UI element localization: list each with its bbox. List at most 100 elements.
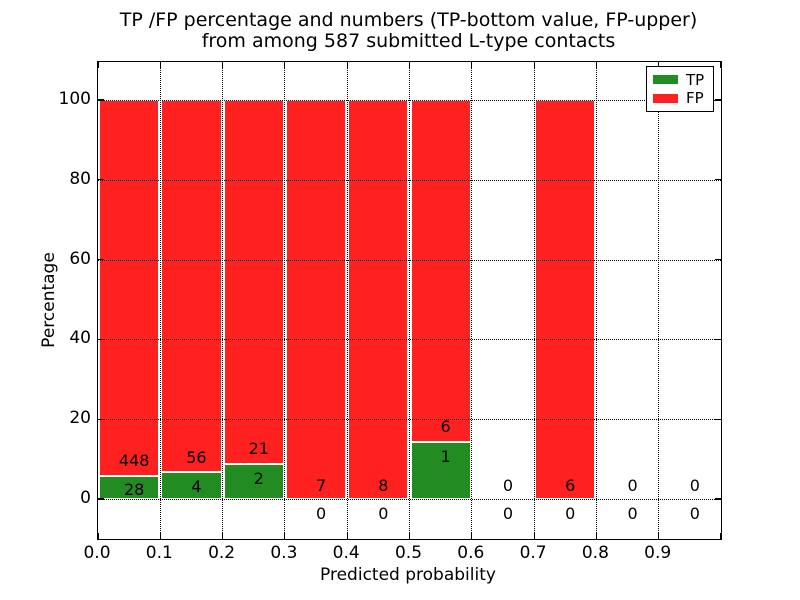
x-tick-mark bbox=[720, 62, 722, 68]
fp-count-label: 56 bbox=[186, 447, 207, 467]
x-tick-mark bbox=[222, 533, 224, 539]
x-tick-mark bbox=[97, 62, 99, 68]
x-tick-mark bbox=[284, 533, 286, 539]
legend-label: TP bbox=[686, 70, 705, 89]
x-tick-mark bbox=[346, 62, 348, 68]
x-tick-mark bbox=[658, 533, 660, 539]
x-tick-mark bbox=[471, 62, 473, 68]
bar-fp-segment bbox=[161, 100, 222, 473]
x-tick-label: 0.5 bbox=[394, 543, 423, 563]
legend-row: FP bbox=[653, 90, 707, 106]
bar-fp-segment bbox=[99, 100, 160, 476]
fp-count-label: 448 bbox=[118, 450, 150, 470]
gridline-vertical bbox=[533, 62, 535, 539]
y-tick-mark bbox=[98, 338, 104, 340]
y-tick-label: 60 bbox=[69, 248, 91, 269]
bar-fp-segment bbox=[410, 100, 471, 442]
gridline-vertical bbox=[222, 62, 224, 539]
gridline-vertical bbox=[471, 62, 473, 539]
legend-swatch-tp-icon bbox=[653, 75, 678, 85]
y-tick-label: 40 bbox=[69, 328, 91, 349]
bar-fp-segment bbox=[535, 100, 596, 499]
x-tick-mark bbox=[533, 62, 535, 68]
x-tick-mark bbox=[222, 62, 224, 68]
x-tick-label: 0.2 bbox=[208, 543, 236, 563]
x-tick-label: 0.9 bbox=[644, 543, 672, 563]
x-tick-label: 0.8 bbox=[581, 543, 609, 563]
x-tick-label: 0.1 bbox=[145, 543, 173, 563]
x-tick-mark bbox=[595, 533, 597, 539]
gridline-vertical bbox=[409, 62, 410, 539]
x-tick-mark bbox=[159, 533, 161, 539]
x-tick-mark bbox=[408, 533, 411, 539]
y-tick-mark bbox=[98, 418, 104, 420]
x-tick-mark bbox=[159, 62, 161, 68]
y-axis-label: Percentage bbox=[39, 252, 59, 348]
y-tick-mark bbox=[715, 498, 721, 500]
tp-count-label: 4 bbox=[191, 477, 202, 497]
tp-count-label: 28 bbox=[123, 480, 145, 500]
fp-count-label: 6 bbox=[565, 475, 576, 495]
gridline-vertical bbox=[159, 62, 161, 539]
legend: TP FP bbox=[646, 66, 714, 112]
y-tick-mark bbox=[98, 99, 104, 101]
gridline-vertical bbox=[346, 62, 348, 539]
x-tick-mark bbox=[471, 533, 473, 539]
tp-count-label: 0 bbox=[315, 503, 327, 523]
y-tick-mark bbox=[715, 179, 721, 181]
chart-title-line1: TP /FP percentage and numbers (TP-bottom… bbox=[119, 9, 698, 31]
chart-title: TP /FP percentage and numbers (TP-bottom… bbox=[97, 10, 720, 52]
gridline-vertical bbox=[284, 62, 286, 539]
x-tick-label: 0.6 bbox=[457, 543, 485, 563]
legend-row: TP bbox=[653, 72, 707, 88]
x-tick-mark bbox=[97, 533, 99, 539]
plot-area bbox=[97, 61, 722, 540]
tp-count-label: 0 bbox=[689, 503, 700, 523]
legend-swatch-fp-icon bbox=[653, 93, 678, 103]
x-axis-label: Predicted probability bbox=[320, 565, 496, 585]
bar-tp-segment bbox=[410, 442, 471, 499]
tp-count-label: 0 bbox=[502, 503, 514, 523]
y-tick-label: 100 bbox=[58, 89, 91, 109]
fp-count-label: 6 bbox=[440, 417, 451, 437]
tp-count-label: 0 bbox=[378, 503, 389, 523]
x-tick-mark bbox=[595, 62, 597, 68]
x-tick-mark bbox=[408, 62, 411, 68]
tp-count-label: 0 bbox=[627, 503, 638, 523]
x-tick-mark bbox=[533, 533, 535, 539]
tp-count-label: 1 bbox=[440, 446, 451, 466]
x-tick-mark bbox=[284, 62, 286, 68]
y-tick-label: 0 bbox=[80, 488, 91, 508]
legend-label: FP bbox=[686, 89, 704, 108]
x-tick-mark bbox=[658, 62, 660, 68]
x-tick-label: 0.3 bbox=[270, 543, 298, 563]
fp-count-label: 21 bbox=[248, 439, 269, 459]
tp-count-label: 0 bbox=[565, 503, 576, 523]
y-tick-label: 80 bbox=[69, 168, 91, 189]
fp-count-label: 7 bbox=[315, 475, 327, 495]
fp-count-label: 0 bbox=[689, 475, 700, 495]
fp-count-label: 0 bbox=[502, 475, 514, 495]
gridline-vertical bbox=[658, 62, 660, 539]
bar-tp-segment bbox=[99, 475, 160, 499]
bar-fp-segment bbox=[223, 100, 284, 465]
bar-tp-segment bbox=[161, 472, 222, 499]
y-tick-mark bbox=[715, 418, 721, 420]
bar-fp-segment bbox=[285, 100, 347, 499]
x-tick-label: 0.4 bbox=[332, 543, 360, 563]
y-tick-mark bbox=[715, 338, 721, 340]
x-tick-mark bbox=[346, 533, 348, 539]
y-tick-mark bbox=[98, 179, 104, 181]
fp-count-label: 0 bbox=[627, 475, 638, 495]
y-tick-mark bbox=[98, 498, 104, 500]
fp-count-label: 8 bbox=[378, 475, 389, 495]
chart-title-line2: from among 587 submitted L-type contacts bbox=[201, 30, 616, 52]
y-tick-mark bbox=[715, 259, 721, 261]
bar-fp-segment bbox=[348, 100, 409, 499]
bar-tp-segment bbox=[223, 464, 284, 499]
x-tick-mark bbox=[720, 533, 722, 539]
y-tick-mark bbox=[98, 259, 104, 261]
y-tick-label: 20 bbox=[69, 408, 91, 429]
tp-count-label: 2 bbox=[253, 468, 264, 488]
